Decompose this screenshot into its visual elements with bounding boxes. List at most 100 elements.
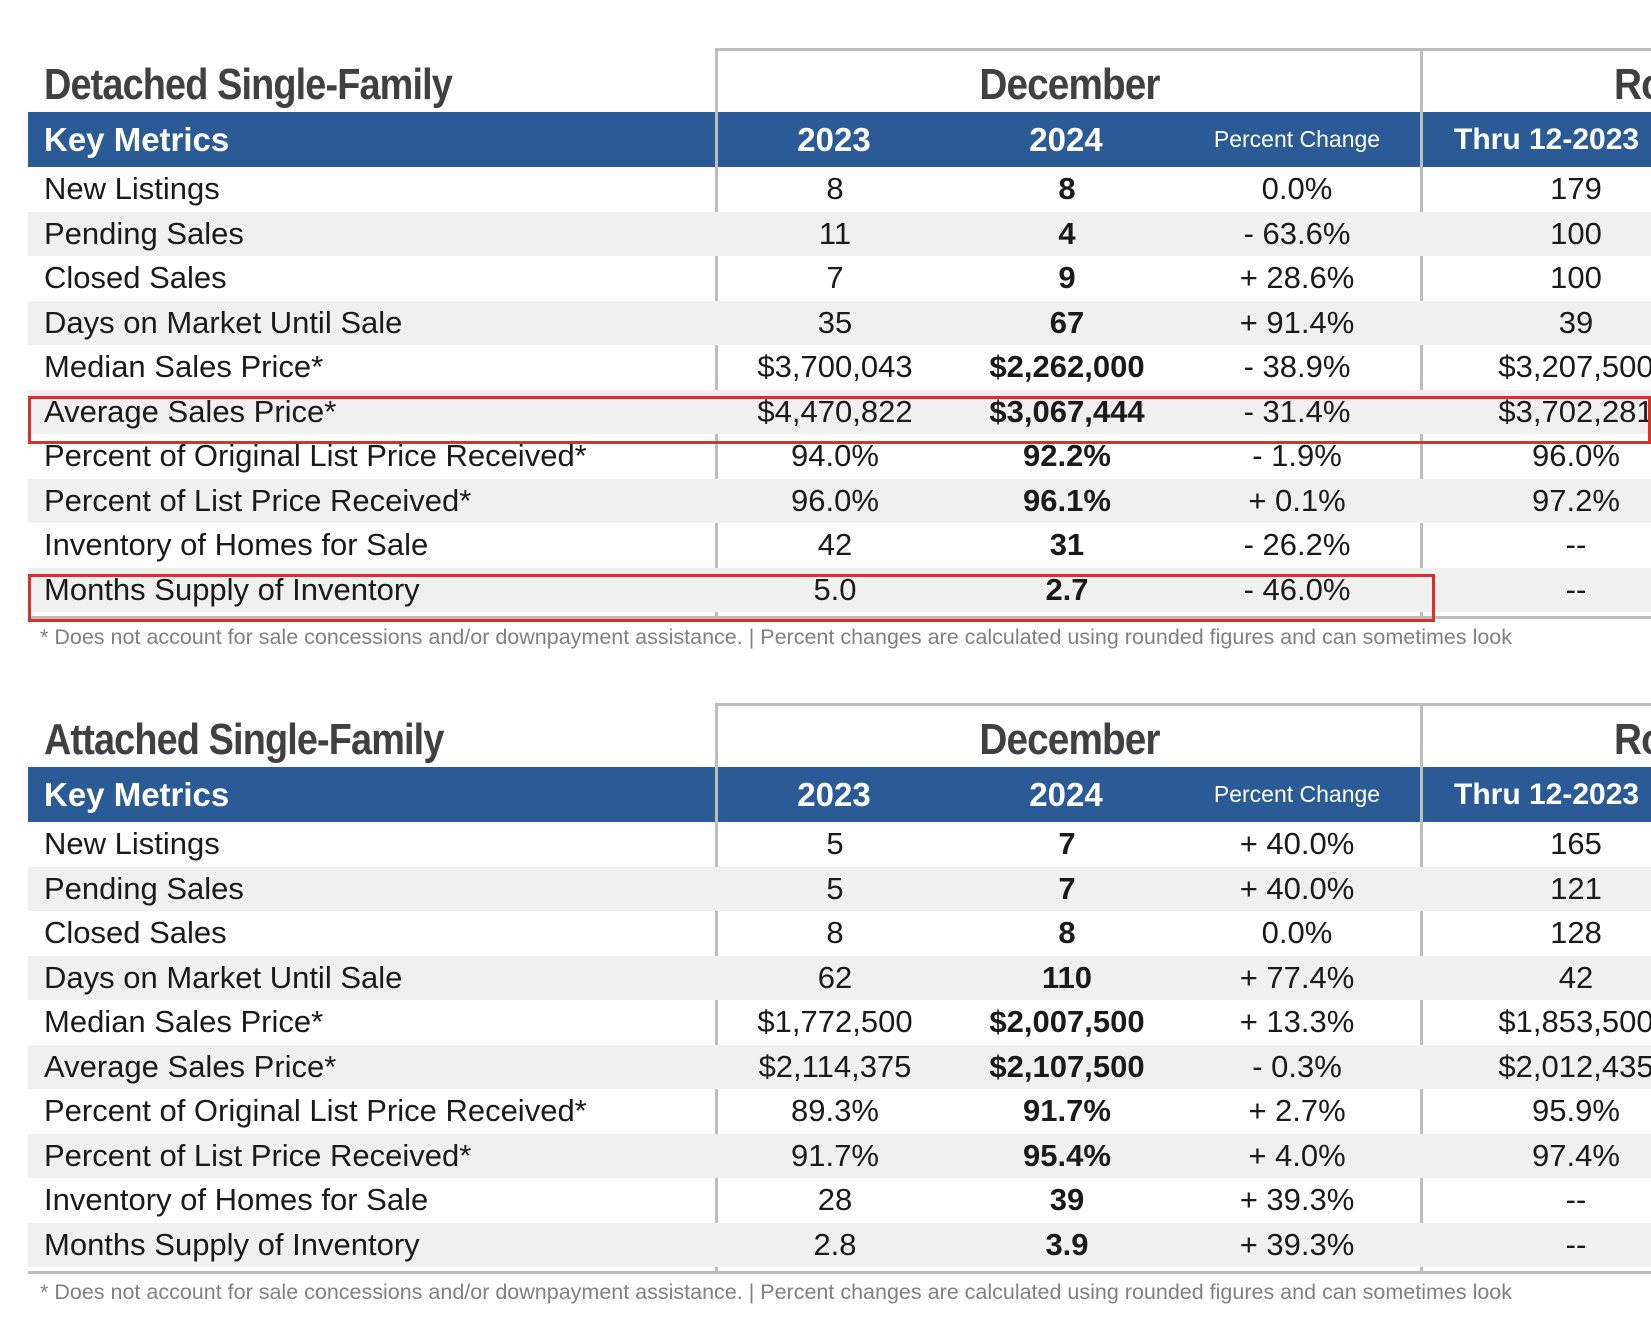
header-percent-change: Percent Change: [1213, 781, 1381, 807]
percent-change: + 13.3%: [1239, 1004, 1355, 1039]
table-row: Months Supply of Inventory 2.8 3.9 + 39.…: [28, 1222, 1651, 1267]
value-ytd: --: [1565, 1182, 1587, 1217]
metric-label: New Listings: [44, 826, 220, 861]
value-2024: 8: [1058, 171, 1076, 206]
percent-change: 0.0%: [1261, 171, 1333, 206]
value-2023: 96.0%: [791, 482, 879, 518]
metric-label: Days on Market Until Sale: [44, 304, 403, 340]
header-year-2023: 2023: [797, 121, 871, 158]
table-row: Pending Sales 5 7 + 40.0% 121: [28, 866, 1651, 911]
value-2024: 8: [1058, 915, 1076, 950]
metric-label: Closed Sales: [44, 260, 227, 295]
table-bottom-rule: [28, 616, 1651, 619]
value-2024: 67: [1049, 304, 1085, 340]
value-ytd: 95.9%: [1532, 1093, 1620, 1128]
value-ytd: $2,012,435: [1498, 1048, 1651, 1084]
value-ytd: 100: [1550, 215, 1602, 251]
metric-label: Days on Market Until Sale: [44, 959, 403, 995]
table-row: Closed Sales 7 9 + 28.6% 100: [28, 256, 1651, 301]
value-ytd: --: [1565, 571, 1587, 607]
percent-change: + 2.7%: [1248, 1093, 1346, 1128]
table-row: Percent of List Price Received* 91.7% 95…: [28, 1133, 1651, 1178]
value-2023: 8: [826, 915, 844, 950]
table-row: Average Sales Price* $2,114,375 $2,107,5…: [28, 1044, 1651, 1089]
value-2024: 110: [1041, 959, 1092, 995]
ytd-group-title: Ro: [1614, 715, 1651, 764]
value-2024: $3,067,444: [989, 393, 1145, 429]
value-2023: 5: [826, 870, 844, 906]
value-2023: 62: [817, 959, 853, 995]
metric-label: Average Sales Price*: [44, 393, 337, 429]
table-row: Percent of Original List Price Received*…: [28, 1089, 1651, 1134]
footnote: * Does not account for sale concessions …: [40, 1280, 1513, 1304]
footnote: * Does not account for sale concessions …: [40, 625, 1513, 649]
table-row: New Listings 8 8 0.0% 179: [28, 167, 1651, 212]
value-2024: 3.9: [1045, 1226, 1089, 1262]
month-group-title: December: [979, 715, 1160, 764]
metric-label: Months Supply of Inventory: [44, 1226, 420, 1262]
percent-change: + 0.1%: [1248, 482, 1346, 518]
value-2023: 5.0: [813, 571, 857, 607]
value-ytd: --: [1565, 527, 1587, 562]
header-year-2024: 2024: [1029, 121, 1103, 158]
header-year-2024: 2024: [1029, 776, 1103, 813]
ytd-group-top-border: [1420, 703, 1651, 706]
value-2024: 4: [1058, 215, 1076, 251]
value-ytd: 39: [1558, 304, 1594, 340]
header-percent-change: Percent Change: [1213, 126, 1381, 152]
percent-change: - 46.0%: [1243, 571, 1351, 607]
value-2024: 9: [1058, 260, 1076, 295]
value-ytd: 165: [1550, 826, 1602, 861]
value-2023: 28: [817, 1182, 853, 1217]
percent-change: + 28.6%: [1239, 260, 1355, 295]
value-2023: $2,114,375: [758, 1048, 912, 1084]
value-2023: 91.7%: [791, 1137, 879, 1173]
header-key-metrics: Key Metrics: [44, 121, 230, 158]
value-2023: 2.8: [813, 1226, 857, 1262]
table-header-bar: [28, 767, 1651, 822]
month-group-title: December: [979, 60, 1160, 109]
header-divider: [1420, 112, 1423, 167]
metric-label: Percent of Original List Price Received*: [44, 1093, 587, 1128]
value-2024: 39: [1049, 1182, 1085, 1217]
header-year-2023: 2023: [797, 776, 871, 813]
table-body: New Listings 5 7 + 40.0% 165 Pending Sal…: [0, 822, 1651, 1267]
metric-label: Average Sales Price*: [44, 1048, 337, 1084]
value-ytd: 179: [1550, 171, 1602, 206]
ytd-group-title: Ro: [1614, 60, 1651, 109]
percent-change: + 39.3%: [1239, 1226, 1355, 1262]
value-2024: 31: [1049, 527, 1085, 562]
value-2024: 96.1%: [1023, 482, 1111, 518]
table-bottom-rule: [28, 1271, 1651, 1274]
percent-change: - 63.6%: [1243, 215, 1351, 251]
metric-label: Percent of List Price Received*: [44, 482, 472, 518]
value-ytd: 42: [1558, 959, 1594, 995]
metric-label: Months Supply of Inventory: [44, 571, 420, 607]
value-ytd: $3,702,281: [1498, 393, 1651, 429]
value-ytd: $3,207,500: [1498, 349, 1651, 384]
value-2024: 2.7: [1045, 571, 1089, 607]
header-divider: [715, 112, 718, 167]
metric-label: Inventory of Homes for Sale: [44, 527, 429, 562]
percent-change: 0.0%: [1261, 915, 1333, 950]
table-row: Closed Sales 8 8 0.0% 128: [28, 911, 1651, 956]
percent-change: + 39.3%: [1239, 1182, 1355, 1217]
value-2023: 89.3%: [791, 1093, 879, 1128]
value-ytd: 97.4%: [1532, 1137, 1620, 1173]
metric-label: Percent of List Price Received*: [44, 1137, 472, 1173]
metric-label: New Listings: [44, 171, 220, 206]
section-title: Detached Single-Family: [44, 60, 453, 109]
month-group-top-border: [715, 703, 1421, 706]
table-row: Days on Market Until Sale 62 110 + 77.4%…: [28, 955, 1651, 1000]
detached-single-family-section: Detached Single-Family December Ro Key M…: [0, 45, 1651, 655]
metric-label: Pending Sales: [44, 870, 244, 906]
table-row: Average Sales Price* $4,470,822 $3,067,4…: [28, 389, 1651, 434]
month-group-top-border: [715, 48, 1421, 51]
value-2024: $2,007,500: [989, 1004, 1145, 1039]
table-row: Median Sales Price* $3,700,043 $2,262,00…: [28, 345, 1651, 390]
table-row: Pending Sales 11 4 - 63.6% 100: [28, 211, 1651, 256]
header-divider: [1420, 767, 1423, 822]
value-2023: 7: [826, 260, 844, 295]
metric-label: Pending Sales: [44, 215, 244, 251]
value-2023: 11: [818, 215, 852, 251]
